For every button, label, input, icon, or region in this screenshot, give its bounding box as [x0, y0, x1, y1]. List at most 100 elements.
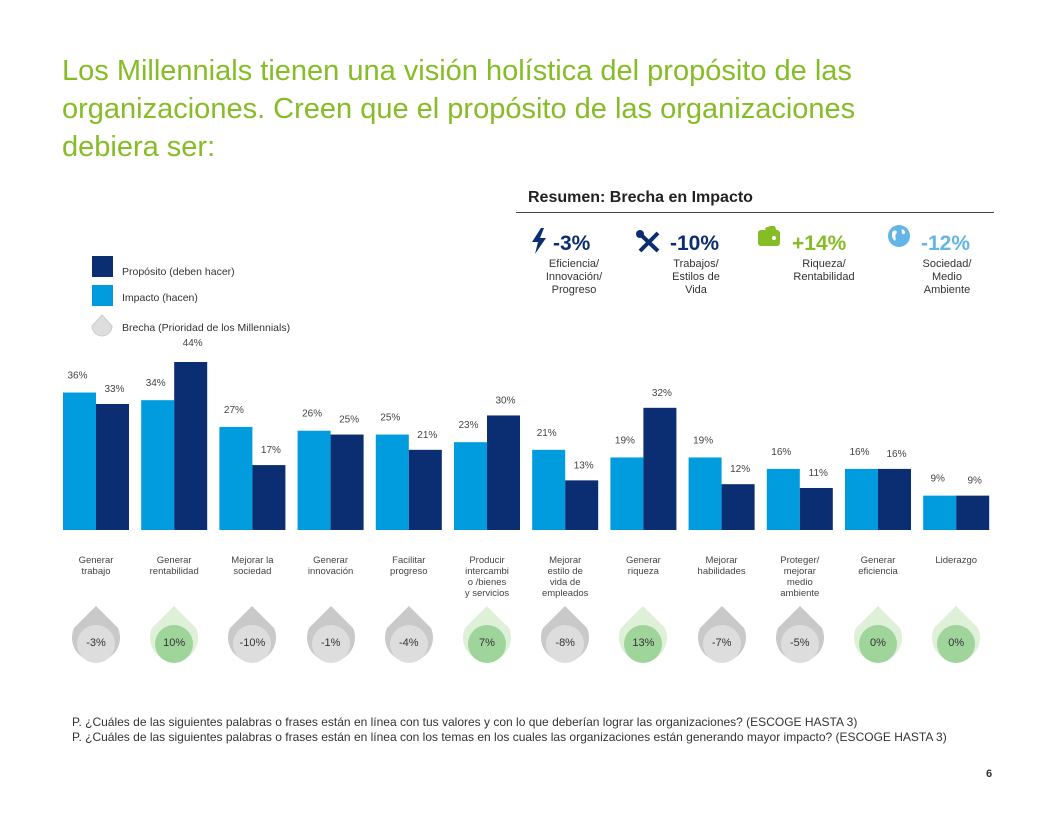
value-label-impacto: 26% — [302, 409, 322, 420]
value-label-proposito: 11% — [809, 468, 828, 479]
category-label: Generar eficiencia — [858, 555, 898, 577]
bar-proposito — [174, 362, 208, 530]
bar-proposito — [96, 404, 129, 530]
value-label-proposito: 12% — [730, 464, 750, 475]
value-label-proposito: 16% — [886, 449, 906, 460]
value-label-proposito: 25% — [339, 415, 359, 426]
summary-divider — [516, 212, 994, 213]
bar-impacto — [923, 495, 957, 530]
value-label-proposito: 21% — [417, 430, 437, 441]
value-label-impacto: 27% — [224, 405, 244, 416]
bar-impacto — [532, 449, 566, 530]
gap-value-label: 0% — [870, 637, 886, 649]
category-label: Mejorar estilo de vida de empleados — [541, 555, 589, 599]
gap-value-label: 7% — [479, 637, 495, 649]
globe-icon — [888, 225, 910, 247]
gap-drop-marker — [619, 606, 668, 663]
gap-value-label: 0% — [948, 637, 965, 649]
bar-impacto — [63, 392, 96, 530]
survey-questions: P. ¿Cuáles de las siguientes palabras o … — [72, 715, 972, 745]
value-label-proposito: 9% — [967, 476, 982, 487]
bar-proposito — [565, 480, 599, 530]
category-label: Producir intercambi o /bienes y servicio… — [464, 555, 510, 599]
summary-value-efficiency: -3% — [553, 232, 591, 255]
legend-label-impacto: Impacto (hacen) — [122, 292, 198, 304]
gap-drop-marker — [228, 606, 277, 663]
value-label-proposito: 44% — [183, 338, 203, 349]
summary-label-jobs: Trabajos/ Estilos de Vida — [672, 258, 720, 296]
legend-label-proposito: Propósito (deben hacer) — [122, 266, 235, 278]
gap-drop-marker — [541, 606, 590, 663]
bar-impacto — [610, 457, 644, 530]
gap-drop-marker — [463, 606, 511, 663]
page-title: Los Millennials tienen una visión holíst… — [62, 55, 856, 163]
bar-proposito — [956, 495, 990, 530]
question-1: P. ¿Cuáles de las siguientes palabras o … — [72, 715, 858, 729]
category-label: Mejorar habilidades — [697, 555, 746, 577]
bar-proposito — [799, 488, 833, 530]
bar-proposito — [487, 415, 520, 530]
bar-proposito — [721, 484, 755, 530]
bar-impacto — [454, 442, 487, 530]
value-label-impacto: 16% — [771, 447, 791, 458]
question-2: P. ¿Cuáles de las siguientes palabras o … — [72, 730, 947, 744]
gap-drop-marker — [775, 606, 824, 663]
lightning-icon — [532, 228, 546, 254]
category-label: Liderazgo — [935, 555, 978, 566]
category-label: Mejorar la sociedad — [231, 555, 274, 577]
gap-drop-marker — [306, 606, 355, 663]
value-label-proposito: 30% — [495, 395, 515, 406]
value-label-impacto: 16% — [849, 447, 869, 458]
category-label: Facilitar progreso — [390, 555, 428, 577]
category-label: Generar trabajo — [78, 555, 114, 577]
summary-heading: Resumen: Brecha en Impacto — [528, 189, 753, 206]
summary-label-society: Sociedad/ Medio Ambiente — [922, 258, 972, 296]
value-label-proposito: 17% — [261, 445, 281, 456]
gap-drop-marker — [932, 606, 981, 663]
gap-value-label: -5% — [790, 637, 810, 649]
tools-icon — [636, 230, 660, 253]
bar-impacto — [297, 430, 331, 530]
summary-value-jobs: -10% — [670, 232, 720, 255]
bar-impacto — [688, 457, 722, 530]
bar-proposito — [408, 449, 442, 530]
gap-value-label: -8% — [555, 637, 575, 649]
category-label: Generar innovación — [307, 555, 354, 577]
value-label-impacto: 25% — [380, 413, 400, 424]
wallet-icon — [758, 226, 780, 246]
value-label-impacto: 19% — [615, 435, 635, 446]
gap-drop-marker — [72, 606, 120, 663]
bar-impacto — [766, 468, 800, 530]
gap-drop-marker — [384, 606, 433, 663]
gap-value-label: -3% — [86, 637, 106, 649]
value-label-impacto: 9% — [930, 474, 945, 485]
value-label-impacto: 19% — [693, 435, 713, 446]
summary-value-society: -12% — [921, 232, 971, 255]
gap-value-label: -10% — [239, 637, 266, 649]
page-number: 6 — [986, 768, 993, 780]
bar-impacto — [845, 468, 878, 530]
gap-drop-marker — [854, 606, 902, 663]
summary-label-wealth: Riqueza/ Rentabilidad — [793, 258, 855, 283]
gap-value-label: 13% — [632, 637, 655, 649]
bar-chart: 36% 33% 34% 44% 27% 17% 26% 25% 25% 21% 23% 30% 21% 1… — [63, 338, 990, 530]
bar-impacto — [219, 426, 253, 530]
gap-drop-marker — [150, 606, 199, 663]
value-label-impacto: 21% — [537, 428, 557, 439]
bar-proposito — [643, 407, 677, 530]
category-label: Generar riqueza — [625, 555, 661, 577]
category-label: Generar rentabilidad — [149, 555, 199, 577]
category-label: Proteger/ mejorar medio ambiente — [780, 555, 820, 599]
legend-swatch-brecha — [91, 314, 113, 337]
gap-value-label: -7% — [711, 637, 732, 649]
bar-proposito — [330, 434, 364, 530]
value-label-impacto: 36% — [67, 371, 87, 382]
value-label-proposito: 13% — [574, 460, 594, 471]
gap-value-label: -4% — [399, 637, 419, 649]
bar-proposito — [252, 465, 286, 530]
value-label-proposito: 33% — [104, 384, 124, 395]
value-label-impacto: 34% — [146, 378, 166, 389]
gap-drop-marker — [697, 606, 746, 663]
value-label-impacto: 23% — [458, 420, 478, 431]
value-label-proposito: 32% — [652, 388, 672, 399]
